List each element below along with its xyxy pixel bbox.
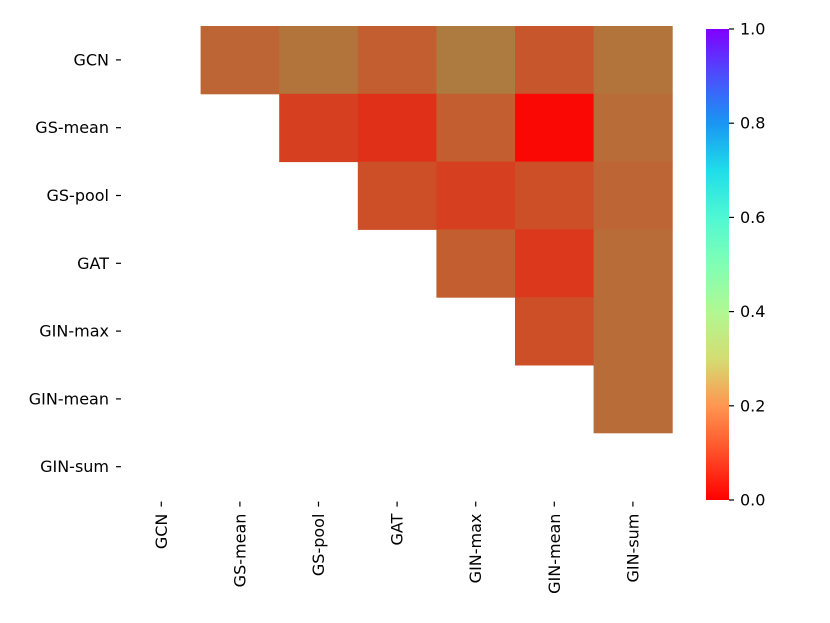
row-label: GAT: [77, 254, 109, 273]
heatmap-cell-GS-pool-GIN-sum: [593, 161, 673, 230]
heatmap-cell-GS-mean-GIN-mean: [515, 93, 595, 163]
heatmap-cell-GAT-GIN-mean: [515, 229, 595, 298]
heatmap-cell-GS-mean-GAT: [357, 93, 437, 163]
row-label: GIN-mean: [29, 389, 109, 408]
column-label: GAT: [388, 513, 407, 545]
colorbar-tick-label: 0.6: [740, 208, 765, 227]
column-label: GS-pool: [309, 514, 328, 577]
row-label: GS-pool: [46, 186, 109, 205]
row-label: GCN: [73, 50, 109, 69]
colorbar-tick-label: 0.4: [740, 302, 765, 321]
column-label: GIN-mean: [545, 514, 564, 594]
heatmap-cell-GCN-GIN-sum: [593, 26, 673, 95]
colorbar-tick-label: 0.0: [740, 491, 765, 510]
heatmap-cell-GAT-GIN-sum: [593, 229, 673, 298]
heatmap-cell-GCN-GAT: [357, 26, 437, 95]
column-labels: GCN GS-mean GS-pool GAT GIN-max GIN-mean GIN-s…: [152, 501, 642, 594]
column-label: GIN-max: [466, 514, 485, 584]
row-label: GIN-sum: [40, 457, 109, 476]
heatmap-cell-GCN-GIN-max: [436, 26, 516, 95]
row-label: GIN-max: [39, 322, 109, 341]
heatmap-cell-GS-mean-GIN-sum: [593, 93, 673, 163]
heatmap-cell-GS-pool-GIN-mean: [515, 161, 595, 230]
heatmap-cells: [200, 26, 673, 434]
colorbar: 0.0 0.2 0.4 0.6 0.8 1.0: [706, 20, 765, 510]
colorbar-ticks: 0.0 0.2 0.4 0.6 0.8 1.0: [729, 20, 765, 510]
row-label: GS-mean: [35, 118, 109, 137]
row-labels: GCN GS-mean GS-pool GAT GIN-max GIN-mean GIN-s…: [29, 50, 121, 476]
heatmap-cell-GS-pool-GAT: [357, 161, 437, 230]
heatmap-cell-GCN-GS-pool: [279, 26, 359, 95]
heatmap-cell-GCN-GIN-mean: [515, 26, 595, 95]
heatmap-cell-GS-pool-GIN-max: [436, 161, 516, 230]
heatmap-cell-GIN-max-GIN-mean: [515, 297, 595, 366]
column-label: GIN-sum: [623, 514, 642, 583]
heatmap-cell-GIN-mean-GIN-sum: [593, 365, 673, 434]
heatmap-cell-GCN-GS-mean: [200, 26, 280, 95]
colorbar-tick-label: 0.2: [740, 396, 765, 415]
heatmap-cell-GS-mean-GS-pool: [279, 93, 359, 163]
colorbar-gradient: [706, 29, 729, 500]
column-label: GCN: [152, 514, 171, 550]
heatmap-cell-GS-mean-GIN-max: [436, 93, 516, 163]
colorbar-tick-label: 0.8: [740, 114, 765, 133]
column-label: GS-mean: [230, 514, 249, 588]
heatmap-cell-GIN-max-GIN-sum: [593, 297, 673, 366]
heatmap-cell-GAT-GIN-max: [436, 229, 516, 298]
colorbar-tick-label: 1.0: [740, 20, 765, 39]
